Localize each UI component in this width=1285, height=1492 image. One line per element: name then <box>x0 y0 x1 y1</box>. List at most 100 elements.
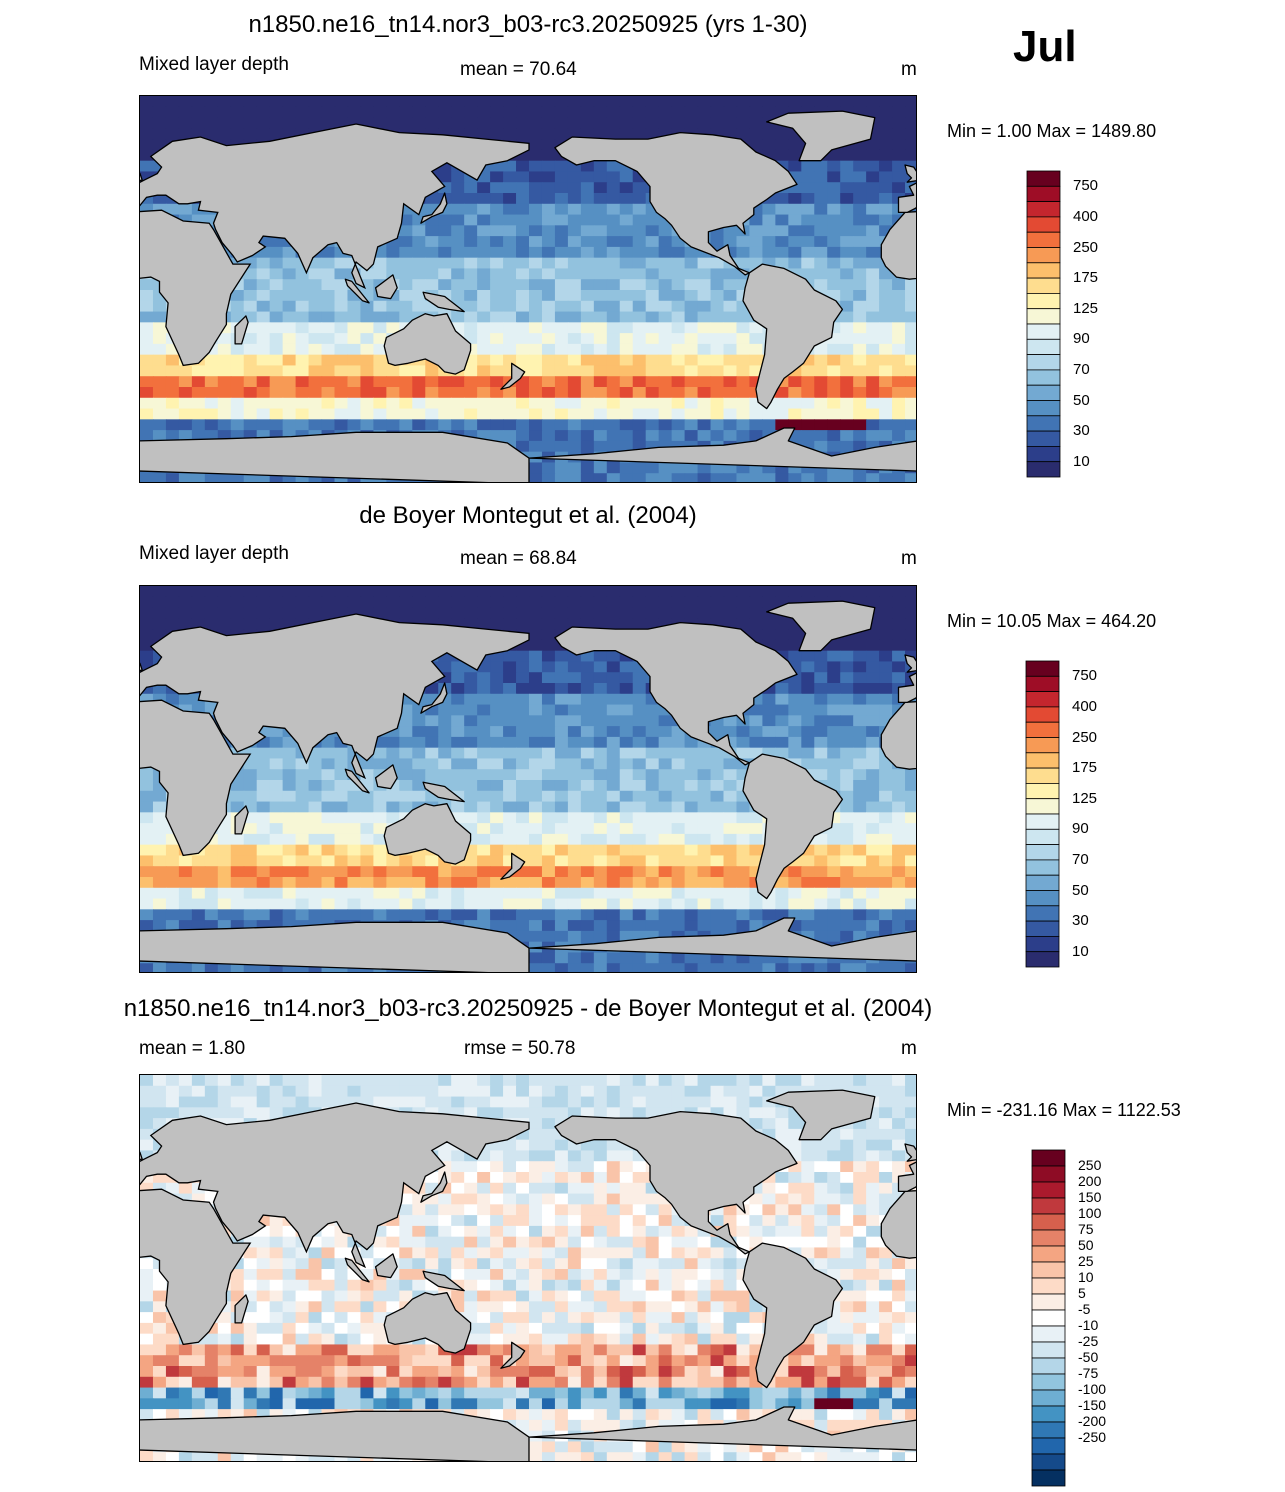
ocean-cell <box>672 888 686 899</box>
ocean-cell <box>244 618 258 629</box>
ocean-cell <box>879 182 893 193</box>
ocean-cell <box>633 737 647 748</box>
ocean-cell <box>322 823 336 834</box>
ocean-cell <box>892 672 906 683</box>
ocean-cell <box>568 473 582 483</box>
ocean-cell <box>529 1086 543 1097</box>
ocean-cell <box>205 387 219 398</box>
ocean-cell <box>140 834 154 845</box>
ocean-cell <box>607 171 621 182</box>
ocean-cell <box>646 301 660 312</box>
ocean-cell <box>659 855 673 866</box>
ocean-cell <box>581 268 595 279</box>
ocean-cell <box>581 355 595 366</box>
ocean-cell <box>153 963 167 973</box>
ocean-cell <box>516 651 530 662</box>
ocean-cell <box>503 182 517 193</box>
ocean-cell <box>698 290 712 301</box>
ocean-cell <box>762 1118 776 1129</box>
ocean-cell <box>620 1161 634 1172</box>
ocean-cell <box>542 888 556 899</box>
ocean-cell <box>672 737 686 748</box>
map-canvas <box>140 1075 917 1462</box>
ocean-cell <box>736 1075 750 1086</box>
ocean-cell <box>633 726 647 737</box>
ocean-cell <box>659 758 673 769</box>
ocean-cell <box>503 225 517 236</box>
ocean-cell <box>646 107 660 118</box>
ocean-cell <box>283 333 297 344</box>
ocean-cell <box>192 398 206 409</box>
ocean-cell <box>659 866 673 877</box>
ocean-cell <box>555 128 569 139</box>
colorbar-box <box>1027 186 1060 201</box>
ocean-cell <box>140 780 154 791</box>
ocean-cell <box>438 726 452 737</box>
ocean-cell <box>542 726 556 737</box>
ocean-cell <box>620 834 634 845</box>
ocean-cell <box>905 586 917 597</box>
ocean-cell <box>425 258 439 269</box>
ocean-cell <box>438 1086 452 1097</box>
ocean-cell <box>399 107 413 118</box>
ocean-cell <box>477 333 491 344</box>
ocean-cell <box>749 597 763 608</box>
ocean-cell <box>270 909 284 920</box>
ocean-cell <box>503 236 517 247</box>
ocean-cell <box>659 312 673 323</box>
ocean-cell <box>620 586 634 597</box>
ocean-cell <box>672 376 686 387</box>
ocean-cell <box>399 877 413 888</box>
ocean-cell <box>399 899 413 910</box>
ocean-cell <box>892 812 906 823</box>
ocean-cell <box>853 651 867 662</box>
ocean-cell <box>322 769 336 780</box>
ocean-cell <box>788 387 802 398</box>
colorbar-box <box>1026 722 1059 737</box>
ocean-cell <box>905 333 917 344</box>
ocean-cell <box>879 661 893 672</box>
ocean-cell <box>283 909 297 920</box>
ocean-cell <box>633 855 647 866</box>
ocean-cell <box>309 877 323 888</box>
ocean-cell <box>244 909 258 920</box>
ocean-cell <box>542 409 556 420</box>
ocean-cell <box>905 1075 917 1086</box>
ocean-cell <box>866 1118 880 1129</box>
ocean-cell <box>607 780 621 791</box>
ocean-cell <box>270 597 284 608</box>
ocean-cell <box>503 823 517 834</box>
ocean-cell <box>853 387 867 398</box>
ocean-cell <box>335 301 349 312</box>
ocean-cell <box>879 920 893 931</box>
ocean-cell <box>477 888 491 899</box>
ocean-cell <box>827 855 841 866</box>
ocean-cell <box>270 268 284 279</box>
ocean-cell <box>905 909 917 920</box>
ocean-cell <box>503 672 517 683</box>
ocean-cell <box>451 737 465 748</box>
ocean-cell <box>620 312 634 323</box>
ocean-cell <box>503 301 517 312</box>
ocean-cell <box>335 96 349 107</box>
ocean-cell <box>646 866 660 877</box>
ocean-cell <box>244 780 258 791</box>
ocean-cell <box>218 855 232 866</box>
ocean-cell <box>646 258 660 269</box>
ocean-cell <box>672 845 686 856</box>
ocean-cell <box>814 1140 828 1151</box>
ocean-cell <box>451 726 465 737</box>
ocean-cell <box>555 1086 569 1097</box>
ocean-cell <box>568 171 582 182</box>
ocean-cell <box>892 150 906 161</box>
ocean-cell <box>633 920 647 931</box>
ocean-cell <box>257 855 271 866</box>
ocean-cell <box>140 866 154 877</box>
ocean-cell <box>827 215 841 226</box>
ocean-cell <box>283 1075 297 1086</box>
ocean-cell <box>270 96 284 107</box>
ocean-cell <box>711 791 725 802</box>
ocean-cell <box>607 107 621 118</box>
ocean-cell <box>335 1075 349 1086</box>
panel-1-units: m <box>901 59 917 81</box>
